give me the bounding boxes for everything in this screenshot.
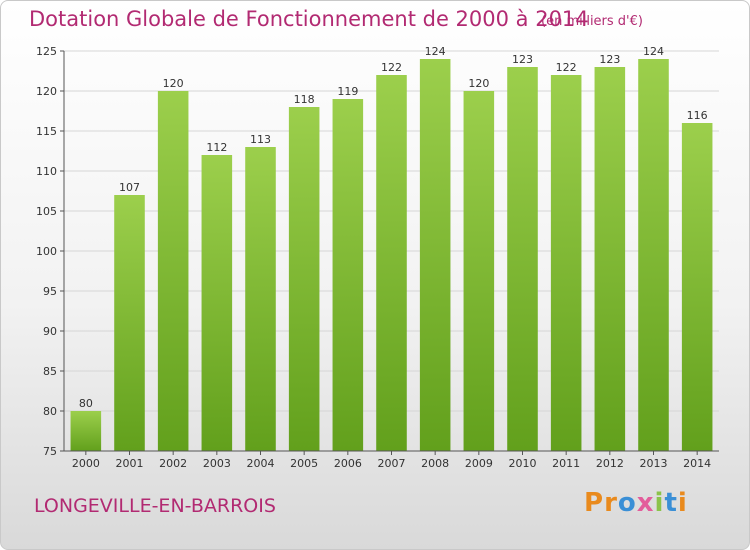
logo-letter: o <box>617 488 637 518</box>
bar-2013 <box>638 59 669 451</box>
data-label: 120 <box>163 77 184 90</box>
x-tick-label: 2007 <box>378 457 406 470</box>
unit-note: (en milliers d'€) <box>541 14 643 29</box>
x-tick-label: 2005 <box>290 457 318 470</box>
x-tick-label: 2003 <box>203 457 231 470</box>
x-tick-label: 2011 <box>552 457 580 470</box>
bar-2007 <box>376 75 407 451</box>
commune-name: LONGEVILLE-EN-BARROIS <box>34 495 276 517</box>
bar-2010 <box>507 67 538 451</box>
data-label: 124 <box>643 45 664 58</box>
data-label: 123 <box>512 53 533 66</box>
bar-2008 <box>419 59 451 451</box>
data-label: 107 <box>119 181 140 194</box>
y-tick-label: 75 <box>43 445 57 458</box>
data-label: 120 <box>468 77 489 90</box>
y-tick-label: 95 <box>43 285 57 298</box>
y-tick-label: 110 <box>36 165 57 178</box>
data-label: 80 <box>79 397 93 410</box>
bar-2004 <box>245 147 276 451</box>
y-tick-label: 90 <box>43 325 57 338</box>
bars: 80 107 120 112 113 118 119 122 124 120 123 122 123 12… <box>70 45 713 451</box>
x-tick-label: 2014 <box>683 457 711 470</box>
data-label: 122 <box>381 61 402 74</box>
x-tick-label: 2008 <box>421 457 449 470</box>
logo-letter: r <box>604 488 618 518</box>
chart-title: Dotation Globale de Fonctionnement de 20… <box>29 7 589 31</box>
bar-2001 <box>114 195 145 451</box>
data-label: 113 <box>250 133 271 146</box>
bar-2006 <box>332 99 364 451</box>
x-tick-label: 2013 <box>640 457 668 470</box>
bar-2012 <box>594 67 626 451</box>
y-tick-label: 100 <box>36 245 57 258</box>
data-label: 122 <box>556 61 577 74</box>
data-label: 116 <box>687 109 708 122</box>
axes: 75 80 85 90 95 100 105 110 115 120 125 2000 2001 2002… <box>36 45 719 470</box>
logo-letter: t <box>664 488 678 518</box>
x-tick-label: 2006 <box>334 457 362 470</box>
bar-2002 <box>157 91 189 451</box>
x-tick-label: 2009 <box>465 457 493 470</box>
y-tick-label: 120 <box>36 85 57 98</box>
y-tick-label: 85 <box>43 365 57 378</box>
logo-letter: P <box>584 488 605 518</box>
y-tick-label: 80 <box>43 405 57 418</box>
data-label: 119 <box>337 85 358 98</box>
data-label: 112 <box>206 141 227 154</box>
bar-2003 <box>201 155 233 451</box>
data-label: 123 <box>599 53 620 66</box>
x-tick-label: 2000 <box>72 457 100 470</box>
logo-letter: i <box>654 488 665 518</box>
x-tick-label: 2012 <box>596 457 624 470</box>
logo-letter: i <box>677 488 688 518</box>
bar-2005 <box>288 107 320 451</box>
logo-letter: x <box>636 488 655 518</box>
bar-2000 <box>70 411 102 451</box>
bar-2011 <box>550 75 582 451</box>
y-tick-label: 125 <box>36 45 57 58</box>
x-tick-label: 2001 <box>116 457 144 470</box>
data-label: 118 <box>294 93 315 106</box>
y-tick-label: 105 <box>36 205 57 218</box>
x-tick-label: 2002 <box>159 457 187 470</box>
x-tick-label: 2010 <box>509 457 537 470</box>
bar-2014 <box>681 123 713 451</box>
proxiti-logo: Proxiti <box>584 488 688 518</box>
data-label: 124 <box>425 45 446 58</box>
x-tick-label: 2004 <box>247 457 275 470</box>
bar-2009 <box>463 91 495 451</box>
y-tick-label: 115 <box>36 125 57 138</box>
